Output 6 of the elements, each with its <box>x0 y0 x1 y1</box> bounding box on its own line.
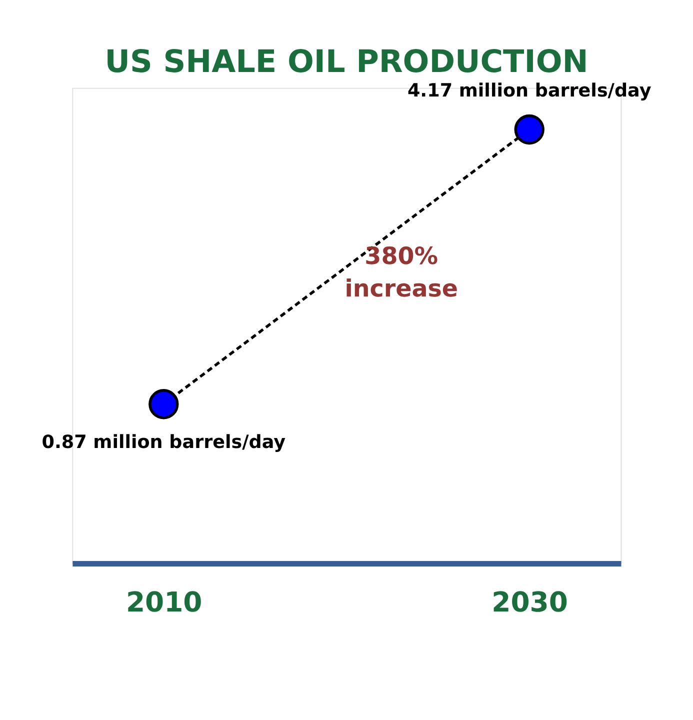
data-label: 4.17 million barrels/day <box>407 80 652 102</box>
x-tick-label: 2030 <box>492 587 568 618</box>
data-label: 0.87 million barrels/day <box>42 432 286 453</box>
x-tick-label: 2010 <box>126 587 202 618</box>
annotation: 380% increase <box>344 242 458 303</box>
chart-title: US SHALE OIL PRODUCTION <box>104 44 588 80</box>
